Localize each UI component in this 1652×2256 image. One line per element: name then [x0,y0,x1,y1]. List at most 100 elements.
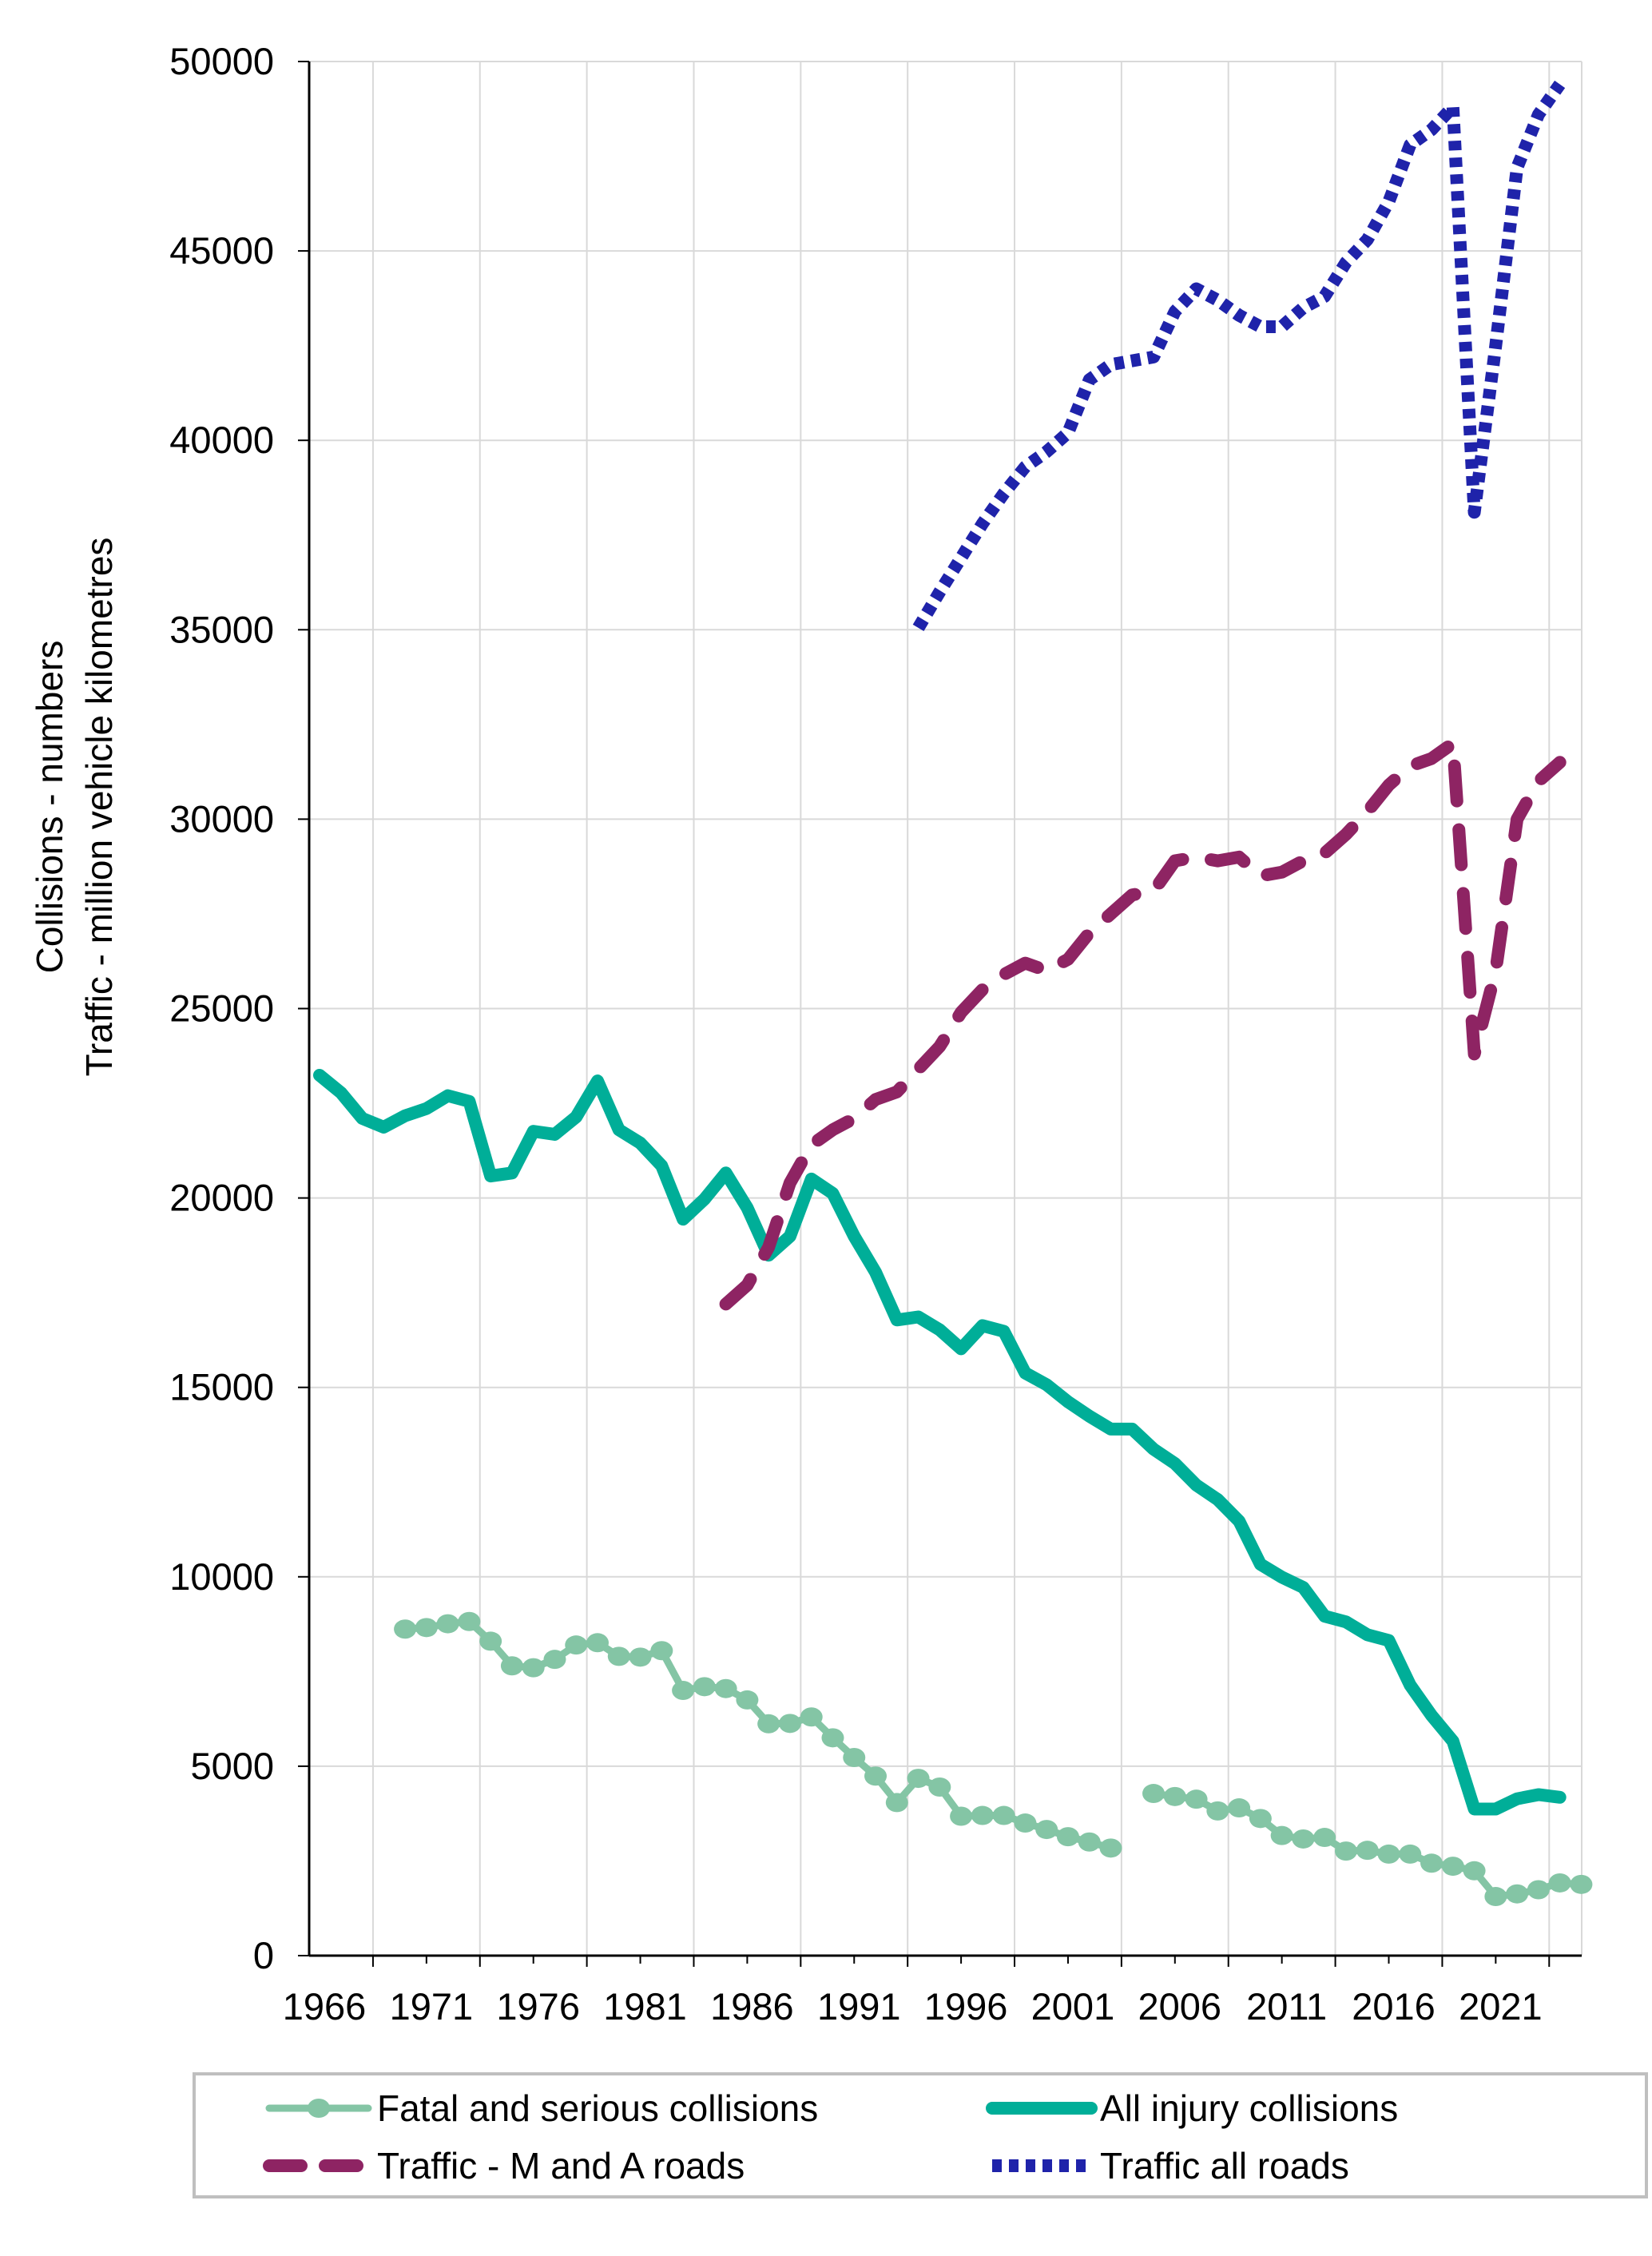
data-point [565,1635,588,1655]
data-point [1035,1820,1058,1840]
y-tick-label: 20000 [169,1177,274,1219]
x-tick-label: 2016 [1352,1985,1436,2028]
data-point [1399,1844,1422,1864]
x-tick-label: 1966 [283,1985,367,2028]
data-point [394,1619,417,1639]
data-point [1313,1828,1336,1848]
x-tick-label: 1996 [924,1985,1008,2028]
gridlines [309,61,1583,1956]
y-tick-label: 0 [253,1934,274,1976]
data-point [586,1633,610,1653]
x-tick-label: 1986 [710,1985,794,2028]
legend-item: Fatal and serious collisions [265,2087,818,2129]
x-tick-label: 1976 [496,1985,580,2028]
data-point [1292,1829,1315,1849]
data-point [1206,1801,1229,1821]
y-tick-labels: 0 5000 10000 15000 20000 25000 30000 35000 40000… [169,40,274,1976]
data-point [757,1714,780,1734]
data-point [736,1690,759,1710]
data-point [650,1641,673,1661]
y-tick-label: 35000 [169,608,274,650]
data-point [1570,1874,1593,1894]
legend-marker [308,2099,330,2118]
legend-box [193,2072,1648,2198]
y-tick-label: 50000 [169,40,274,82]
legend-label: Fatal and serious collisions [377,2087,818,2129]
data-point [821,1728,844,1748]
series-all-injury-collisions [313,1068,1567,1816]
axes [298,61,1582,1967]
data-point [1484,1887,1507,1907]
x-tick-label: 2006 [1138,1985,1222,2028]
data-point [629,1647,652,1667]
series-traffic-all-roads [912,80,1566,632]
data-point [1142,1784,1166,1804]
data-point [1228,1798,1251,1818]
data-point [1334,1841,1357,1861]
series-line [313,1068,1567,1816]
legend-label: Traffic - M and A roads [377,2145,745,2186]
legend-item: Traffic all roads [992,2145,1349,2186]
data-point [1377,1844,1400,1864]
series-line [719,737,1567,1311]
data-point [672,1681,695,1701]
data-point [800,1707,823,1727]
data-point [843,1747,866,1767]
data-point [885,1793,908,1813]
y-tick-label: 45000 [169,229,274,272]
y-tick-label: 25000 [169,987,274,1030]
legend-label: All injury collisions [1100,2087,1398,2129]
data-point [1527,1880,1550,1900]
y-axis-label: Collisions - numbers Traffic - million v… [29,538,120,1077]
data-point [1056,1827,1079,1847]
series-fatal-and-serious-collisions [394,1611,1593,1907]
data-point [522,1658,545,1678]
data-point [436,1614,459,1634]
series-group [313,80,1593,1907]
series-traffic-m-and-a-roads [719,737,1567,1311]
data-point [1099,1838,1122,1858]
legend-label: Traffic all roads [1100,2145,1349,2186]
legend: Fatal and serious collisions All injury c… [193,2072,1648,2198]
data-point [1356,1841,1379,1861]
data-point [1441,1857,1464,1877]
data-point [458,1611,481,1631]
x-tick-label: 2021 [1459,1985,1543,2028]
y-axis-label-line-2: Traffic - million vehicle kilometres [78,538,120,1077]
data-point [1463,1861,1486,1881]
y-tick-label: 15000 [169,1366,274,1408]
data-point [1185,1789,1208,1809]
data-point [971,1805,994,1825]
y-tick-label: 40000 [169,419,274,461]
data-point [928,1777,951,1797]
data-point [543,1650,566,1670]
x-tick-label: 2001 [1031,1985,1115,2028]
data-point [607,1646,630,1666]
x-tick-label: 2011 [1246,1985,1327,2028]
x-tick-label: 1991 [817,1985,901,2028]
data-point [1548,1873,1571,1893]
data-point [693,1677,716,1697]
x-tick-labels: 1966 1971 1976 1981 1986 1991 1996 2001 2006 2011… [283,1985,1543,2028]
series-line [912,80,1566,632]
y-tick-label: 5000 [190,1745,274,1787]
data-point [1506,1884,1529,1904]
data-point [415,1618,438,1638]
data-point [950,1806,973,1826]
y-tick-label: 10000 [169,1555,274,1598]
data-point [1420,1853,1444,1873]
data-point [1014,1813,1037,1833]
data-point [1078,1832,1101,1852]
data-point [864,1766,888,1786]
data-point [479,1631,502,1651]
data-point [500,1656,523,1676]
data-point [1249,1809,1272,1829]
x-tick-label: 1971 [390,1985,474,2028]
x-tick-label: 1981 [603,1985,687,2028]
data-point [992,1805,1015,1825]
y-axis-label-line-1: Collisions - numbers [29,641,70,974]
data-point [1270,1825,1293,1845]
data-point [1163,1786,1186,1806]
